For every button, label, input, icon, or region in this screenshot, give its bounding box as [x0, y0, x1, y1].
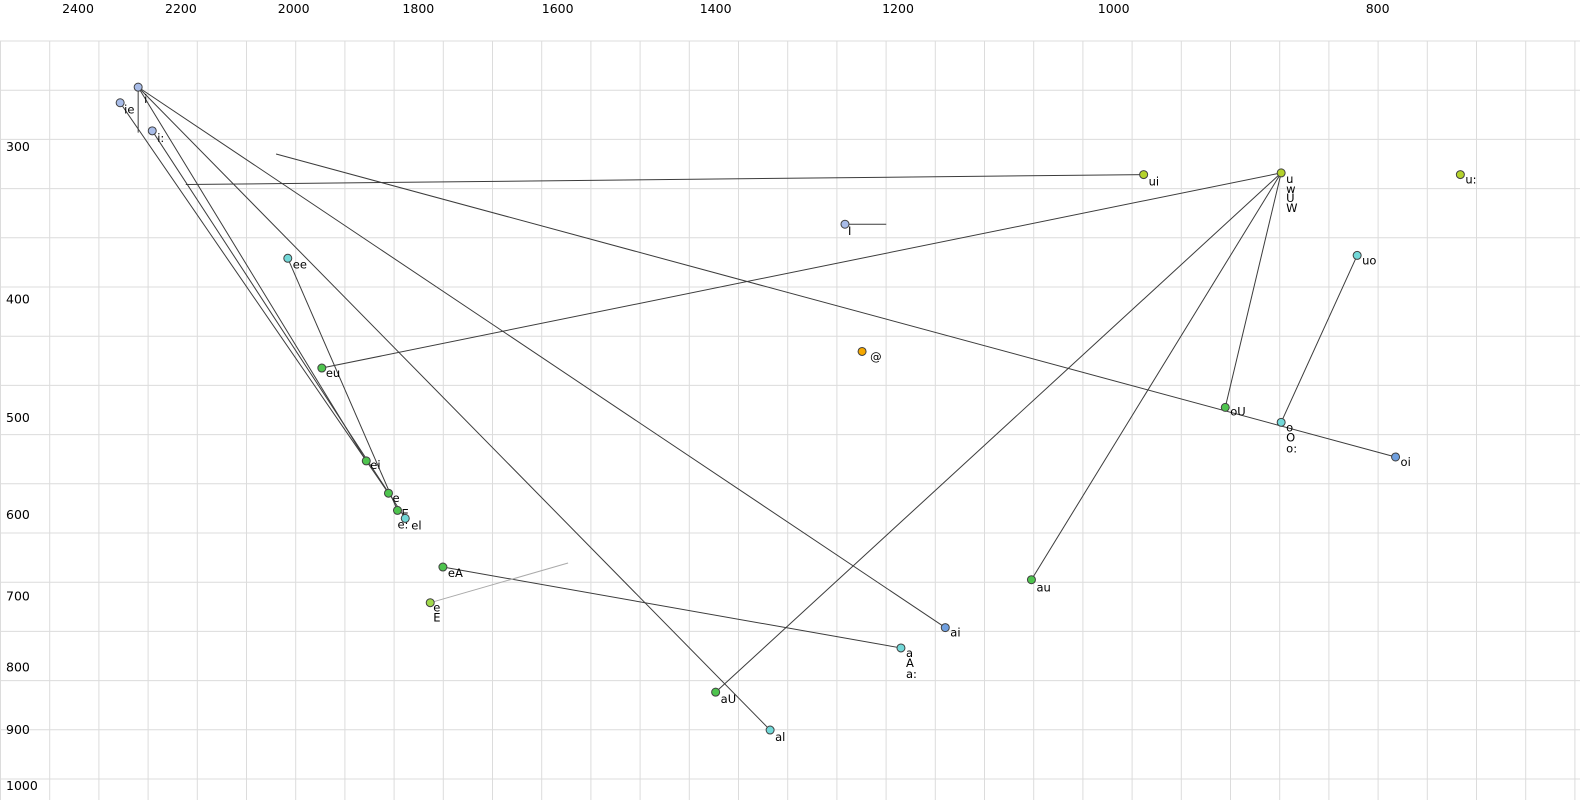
point-label-e-long: E	[401, 506, 408, 520]
point-label-I: I	[848, 224, 851, 238]
trajectory-line-eA-a	[442, 566, 902, 649]
point-label-oU: oU	[1230, 404, 1245, 418]
x-axis-tick-label: 2400	[62, 1, 94, 16]
point-label-e-gray: E	[433, 611, 440, 625]
trajectory-line-ui-i	[185, 174, 1144, 186]
y-axis-tick-label: 600	[6, 507, 30, 522]
data-point-el[interactable]	[400, 513, 410, 523]
x-axis-tick-label: 1000	[1098, 1, 1130, 16]
point-label-u: U	[1286, 191, 1294, 205]
data-point-ai[interactable]	[940, 623, 950, 633]
data-point-ee[interactable]	[283, 253, 293, 263]
data-point-e[interactable]	[383, 488, 393, 498]
data-point-oi[interactable]	[1391, 452, 1401, 462]
data-point-ie[interactable]	[115, 98, 125, 108]
data-point-au[interactable]	[1026, 575, 1036, 585]
point-label-e-long: e:	[397, 517, 408, 531]
point-label-i-long: i:	[157, 131, 164, 145]
point-label-ee: ee	[293, 257, 307, 271]
data-point-u[interactable]	[1276, 168, 1286, 178]
point-label-a: a	[906, 646, 913, 660]
data-point-eA[interactable]	[438, 562, 448, 572]
trajectory-line-oi-i	[275, 153, 1396, 458]
point-label-u-long: u:	[1465, 173, 1476, 187]
y-axis-tick-label: 900	[6, 722, 30, 737]
x-axis-tick-label: 800	[1366, 1, 1390, 16]
point-label-o: o	[1286, 420, 1293, 434]
data-point-I[interactable]	[840, 219, 850, 229]
y-axis-tick-label: 400	[6, 292, 30, 307]
point-label-o: o:	[1286, 441, 1297, 455]
point-label-u: W	[1286, 201, 1297, 215]
point-label-au: au	[1036, 581, 1050, 595]
point-label-i: i	[144, 92, 147, 106]
point-label-e-gray: e	[433, 601, 440, 615]
trajectory-line-e-gray-line	[430, 562, 569, 604]
data-point-schwa[interactable]	[857, 346, 867, 356]
point-label-o: O	[1286, 430, 1295, 444]
y-axis-tick-label: 800	[6, 660, 30, 675]
data-point-i[interactable]	[133, 82, 143, 92]
point-label-ie: ie	[124, 103, 134, 117]
y-axis-tick-label: 1000	[6, 778, 38, 793]
data-point-oU[interactable]	[1220, 402, 1230, 412]
trajectory-line-ei-i	[137, 86, 367, 462]
point-label-eu: eu	[326, 366, 340, 380]
trajectory-line-au-u	[1031, 172, 1282, 580]
data-point-ei[interactable]	[361, 456, 371, 466]
point-label-al: al	[775, 730, 785, 744]
data-point-u-long[interactable]	[1455, 170, 1465, 180]
trajectory-line-al-i	[137, 86, 771, 731]
data-point-a[interactable]	[896, 643, 906, 653]
x-axis-tick-label: 1400	[700, 1, 732, 16]
x-axis-tick-label: 1800	[402, 1, 434, 16]
data-point-eu[interactable]	[317, 363, 327, 373]
data-point-ui[interactable]	[1139, 170, 1149, 180]
point-label-eA: eA	[448, 566, 463, 580]
data-point-i-long[interactable]	[147, 126, 157, 136]
y-axis-tick-label: 300	[6, 139, 30, 154]
trajectory-line-ai-i	[137, 86, 946, 629]
point-label-uo: uo	[1362, 253, 1376, 267]
point-label-u: u	[1286, 172, 1293, 186]
point-label-oi: oi	[1401, 455, 1411, 469]
point-label-u: w	[1286, 182, 1295, 196]
trajectory-line-ee-e	[287, 258, 398, 511]
data-point-uo[interactable]	[1352, 250, 1362, 260]
x-axis-tick-label: 1200	[882, 1, 914, 16]
point-label-schwa: @	[870, 349, 882, 363]
x-axis-tick-label: 2000	[278, 1, 310, 16]
trajectory-line-el-i	[151, 130, 406, 519]
point-label-a: A	[906, 656, 914, 670]
point-label-ui: ui	[1149, 175, 1159, 189]
trajectory-line-aU-u	[715, 172, 1282, 693]
point-label-aU: aU	[721, 692, 736, 706]
y-axis-tick-label: 700	[6, 589, 30, 604]
trajectory-line-uo-o	[1280, 255, 1358, 423]
point-label-ai: ai	[950, 626, 960, 640]
data-point-e-gray[interactable]	[425, 598, 435, 608]
y-axis-tick-label: 500	[6, 410, 30, 425]
data-point-al[interactable]	[765, 725, 775, 735]
point-label-el: el	[411, 518, 421, 532]
data-point-aU[interactable]	[711, 687, 721, 697]
x-axis-tick-label: 2200	[165, 1, 197, 16]
trajectory-line-eu-u	[321, 172, 1282, 369]
point-label-ei: ei	[370, 458, 380, 472]
trajectory-line-oU-u	[1224, 172, 1282, 408]
trajectory-line-ie-e	[119, 102, 389, 494]
data-point-o[interactable]	[1276, 417, 1286, 427]
x-axis-tick-label: 1600	[542, 1, 574, 16]
point-label-e: e	[392, 491, 399, 505]
point-label-a: a:	[906, 667, 917, 681]
data-point-e-long[interactable]	[392, 505, 402, 515]
